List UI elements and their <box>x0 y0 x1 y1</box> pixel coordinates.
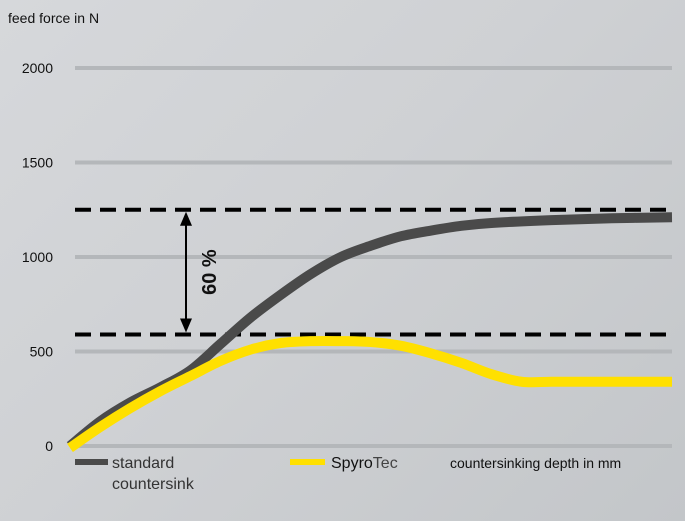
legend: standard countersink SpyroTec <box>75 455 398 493</box>
legend-label-standard-line1: standard <box>112 455 174 472</box>
y-tick-label: 2000 <box>22 60 53 76</box>
percent-difference-label: 60 % <box>199 249 221 295</box>
x-axis-label: countersinking depth in mm <box>450 455 621 471</box>
difference-arrow <box>180 211 192 333</box>
y-tick-label: 500 <box>30 344 54 360</box>
y-tick-label: 0 <box>45 438 53 454</box>
legend-label-spyrotec-part2: Tec <box>373 455 398 472</box>
series-line-spyrotec <box>67 335 672 453</box>
legend-swatch-spyrotec <box>290 459 325 465</box>
y-tick-label: 1500 <box>22 155 53 171</box>
y-axis-label: feed force in N <box>8 10 99 26</box>
series-line-standard-countersink <box>66 212 673 450</box>
legend-label-spyrotec-part1: Spyro <box>331 455 373 472</box>
y-tick-labels: 0 500 1000 1500 2000 <box>22 60 53 454</box>
arrowhead-up-icon <box>180 211 192 226</box>
grid-lines <box>75 66 672 448</box>
legend-label-standard-line2: countersink <box>112 476 195 493</box>
y-tick-label: 1000 <box>22 249 53 265</box>
legend-swatch-standard <box>75 459 108 465</box>
arrowhead-down-icon <box>180 318 192 333</box>
legend-label-spyrotec: SpyroTec <box>331 455 398 472</box>
data-series <box>66 212 673 453</box>
reference-lines <box>75 207 672 337</box>
